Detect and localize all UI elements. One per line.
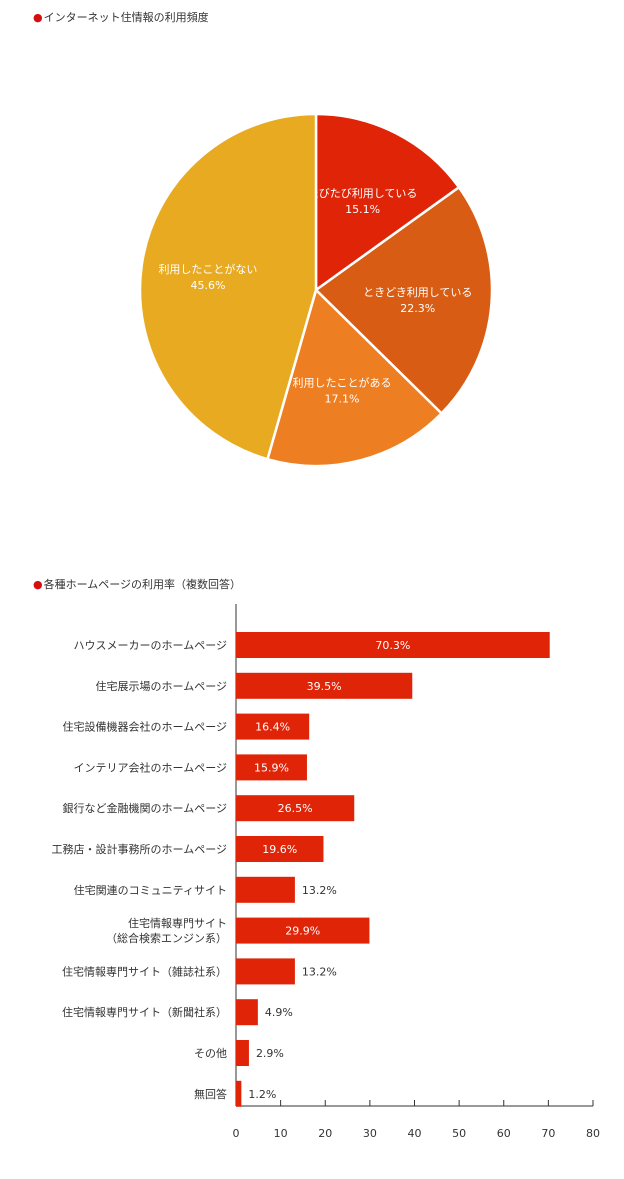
pie-chart-title: ●インターネット住情報の利用頻度	[33, 10, 209, 26]
x-tick-label: 10	[274, 1127, 288, 1140]
pie-slice	[314, 185, 494, 416]
bar-value-label: 13.2%	[302, 965, 337, 978]
x-tick-label: 70	[541, 1127, 555, 1140]
bar-value-label: 70.3%	[375, 639, 410, 652]
category-label: （総合検索エンジン系）	[106, 931, 227, 945]
bar-value-label: 13.2%	[302, 884, 337, 897]
bar	[236, 1080, 242, 1107]
pie-slice-label: 利用したことがある	[292, 376, 391, 390]
pie-slice	[138, 112, 318, 461]
x-tick-label: 0	[233, 1127, 240, 1140]
bullet-dot-icon: ●	[33, 578, 43, 591]
category-label: 工務店・設計事務所のホームページ	[52, 842, 227, 856]
category-label: その他	[194, 1047, 227, 1060]
bar	[236, 632, 550, 658]
bar	[236, 672, 413, 699]
pie-slice-value-label: 45.6%	[190, 279, 225, 292]
pie-slice-value-label: 17.1%	[325, 393, 360, 406]
x-tick-label: 80	[586, 1127, 600, 1140]
x-tick-label: 50	[452, 1127, 466, 1140]
pie-chart: たびたび利用している 15.1% ときどき利用している 22.3% 利用したことがある 1…	[138, 112, 494, 468]
pie-slice-label: たびたび利用している	[308, 187, 418, 200]
bar	[236, 958, 295, 985]
category-label: 住宅情報専門サイト	[128, 916, 227, 930]
bar	[236, 713, 310, 740]
category-label: 住宅情報専門サイト（雑誌社系）	[62, 964, 227, 978]
bar-value-label: 26.5%	[278, 802, 313, 815]
category-label: インテリア会社のホームページ	[74, 760, 227, 774]
bar-value-label: 1.2%	[248, 1088, 276, 1101]
bar	[236, 876, 295, 903]
bar-value-label: 29.9%	[285, 925, 320, 938]
bar-value-label: 4.9%	[265, 1006, 293, 1019]
bar	[236, 754, 307, 781]
x-tick-label: 30	[363, 1127, 377, 1140]
pie-slice-value-label: 15.1%	[345, 203, 380, 216]
bar-value-label: 39.5%	[307, 680, 342, 693]
pie-slice-label: 利用したことがない	[158, 262, 257, 276]
pie-slice-label: ときどき利用している	[363, 286, 472, 299]
x-tick-label: 20	[318, 1127, 332, 1140]
bullet-dot-icon: ●	[33, 11, 43, 24]
bar	[236, 917, 370, 944]
category-label: 無回答	[194, 1087, 227, 1101]
x-tick-label: 60	[497, 1127, 511, 1140]
bar-value-label: 19.6%	[262, 843, 297, 856]
category-label: ハウスメーカーのホームページ	[74, 639, 227, 652]
bar	[236, 836, 324, 862]
pie-chart-title-text: インターネット住情報の利用頻度	[43, 11, 209, 24]
bar-chart-title: ●各種ホームページの利用率（複数回答）	[33, 577, 241, 593]
pie-slice	[265, 287, 444, 468]
bar-chart-title-text: 各種ホームページの利用率（複数回答）	[43, 578, 242, 591]
bar-value-label: 2.9%	[256, 1047, 284, 1060]
category-label: 住宅設備機器会社のホームページ	[63, 720, 227, 734]
category-label: 住宅情報専門サイト（新聞社系）	[62, 1005, 227, 1019]
bar	[236, 795, 355, 822]
pie-slice	[314, 112, 461, 293]
category-label: 住宅展示場のホームページ	[96, 679, 227, 693]
bar-value-label: 15.9%	[254, 761, 289, 774]
pie-slice-value-label: 22.3%	[400, 302, 435, 315]
category-label: 住宅関連のコミュニティサイト	[74, 883, 227, 897]
bar	[236, 1040, 249, 1066]
bar	[236, 999, 258, 1026]
x-tick-label: 40	[408, 1127, 422, 1140]
category-label: 銀行など金融機関のホームページ	[63, 801, 227, 815]
bar-value-label: 16.4%	[255, 721, 290, 734]
